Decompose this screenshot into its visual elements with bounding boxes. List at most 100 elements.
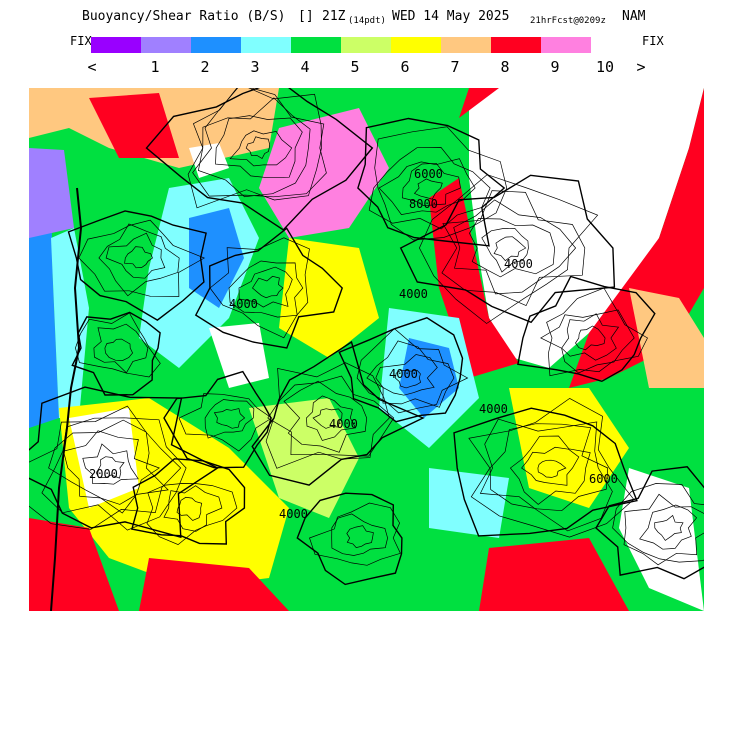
map-panel: 4000 4000 4000 6000 4000 2000 6000 4000 4000 8000… xyxy=(29,88,704,611)
contour-line xyxy=(252,275,284,299)
contour-line xyxy=(95,456,125,479)
contour-line xyxy=(401,162,461,207)
contour-line xyxy=(176,496,203,521)
contour-line xyxy=(124,246,153,269)
scale-label-5: 5 xyxy=(350,58,360,76)
contour-line xyxy=(399,174,616,324)
stable-patch-southeast xyxy=(619,468,704,611)
contour-line xyxy=(623,493,704,566)
pink-patch-north xyxy=(259,108,389,238)
swatch-3 xyxy=(191,37,241,53)
contour-line xyxy=(639,504,698,550)
contour-line xyxy=(468,397,635,538)
fix-right-label: FIX xyxy=(642,34,664,48)
contour-line xyxy=(419,174,599,324)
contour-label: 4000 xyxy=(229,297,258,311)
contour-line xyxy=(540,309,635,374)
contour-line xyxy=(521,446,580,486)
title-local-time: (14pdt) xyxy=(348,16,386,26)
arrow-left-icon[interactable]: < xyxy=(87,58,97,76)
contour-label: 4000 xyxy=(389,367,418,381)
contour-line xyxy=(441,190,586,307)
contour-line xyxy=(93,323,149,374)
contour-line xyxy=(537,459,567,478)
red-band-north xyxy=(429,88,519,378)
fix-left-label: FIX xyxy=(70,34,92,48)
contour-line xyxy=(356,328,469,414)
swatch-7 xyxy=(391,37,441,53)
contour-label: 4000 xyxy=(329,417,358,431)
contour-line xyxy=(238,266,293,308)
yellow-region-center xyxy=(279,238,379,358)
orange-patch-east xyxy=(629,288,704,388)
contour-line xyxy=(368,147,491,230)
yellow-region-east xyxy=(509,388,629,508)
contour-line xyxy=(413,178,443,200)
contour-line xyxy=(146,483,238,546)
contour-line xyxy=(245,136,270,159)
contour-label: 6000 xyxy=(414,167,443,181)
contour-line xyxy=(331,513,388,556)
contour-line xyxy=(654,514,684,541)
contour-label: 4000 xyxy=(279,507,308,521)
contour-line xyxy=(178,393,273,452)
contour-line xyxy=(346,525,374,548)
contour-line xyxy=(517,275,656,383)
scale-label-10: 10 xyxy=(595,58,615,76)
ocean-blue-lower xyxy=(29,238,59,428)
contour-line xyxy=(561,313,620,361)
contour-line xyxy=(309,502,401,566)
red-patch-northwest xyxy=(89,93,179,158)
contour-line xyxy=(468,218,556,278)
contour-line xyxy=(251,340,425,486)
contour-label: 4000 xyxy=(479,402,508,416)
swatch-2 xyxy=(141,37,191,53)
contour-line xyxy=(215,115,303,179)
ocean-lavender-region xyxy=(29,148,74,238)
contour-line xyxy=(306,395,357,441)
swatch-4 xyxy=(241,37,291,53)
contour-line xyxy=(98,223,180,297)
arrow-right-icon[interactable]: > xyxy=(636,58,646,76)
contour-line xyxy=(75,312,161,378)
swatch-9 xyxy=(491,37,541,53)
title-forecast: 21hrFcst@0209z xyxy=(530,16,606,26)
terrain-contours xyxy=(29,88,704,586)
blue-region-south xyxy=(399,338,459,418)
contour-line xyxy=(29,386,219,539)
contour-line xyxy=(338,317,464,423)
contour-line xyxy=(229,130,293,167)
contour-line xyxy=(493,236,527,262)
contour-label: 4000 xyxy=(504,257,533,271)
contour-line xyxy=(481,227,529,273)
scale-label-1: 1 xyxy=(150,58,160,76)
title-symbol: [] xyxy=(298,9,314,24)
title-hour: 21Z xyxy=(322,9,346,24)
contour-line xyxy=(187,88,322,209)
contour-line xyxy=(366,340,455,408)
contour-line xyxy=(546,287,648,377)
scale-labels: < > 1 2 3 4 5 6 7 8 9 10 xyxy=(0,58,734,76)
contour-line xyxy=(63,430,160,505)
scale-label-4: 4 xyxy=(300,58,310,76)
stable-patch-center xyxy=(209,323,269,388)
scale-label-8: 8 xyxy=(500,58,510,76)
map-canvas: 4000 4000 4000 6000 4000 2000 6000 4000 4000 8000… xyxy=(29,88,704,611)
contour-label: 2000 xyxy=(89,467,118,481)
contour-line xyxy=(131,458,246,545)
contour-line xyxy=(453,199,577,295)
contour-line xyxy=(29,405,182,530)
contour-label: 6000 xyxy=(589,472,618,486)
contour-line xyxy=(213,408,246,429)
scale-label-6: 6 xyxy=(400,58,410,76)
scale-label-2: 2 xyxy=(200,58,210,76)
contour-line xyxy=(479,418,613,532)
contour-line xyxy=(296,492,403,586)
contour-line xyxy=(453,407,638,537)
title-model: NAM xyxy=(622,9,646,24)
contour-line xyxy=(192,88,327,198)
contour-line xyxy=(78,219,206,297)
contour-line xyxy=(283,380,368,453)
contour-label: 4000 xyxy=(399,287,428,301)
contour-line xyxy=(41,417,187,531)
